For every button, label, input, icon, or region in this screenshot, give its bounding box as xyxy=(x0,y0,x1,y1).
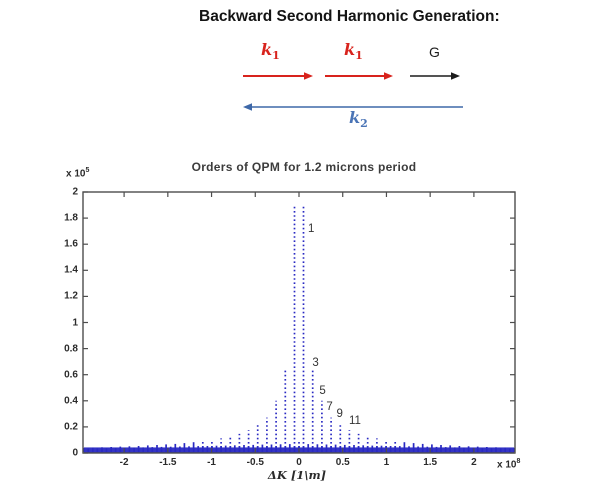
k1-second-label: k1 xyxy=(344,40,363,62)
x-tick-label: 0 xyxy=(296,457,302,468)
x-axis-multiplier: x 108 xyxy=(497,458,520,470)
k1-second-label-subscript: 1 xyxy=(355,49,363,63)
k1-first-label-subscript: 1 xyxy=(272,49,280,63)
qpm-order-label-1: 1 xyxy=(307,222,315,235)
y-tick-label: 0.2 xyxy=(64,421,78,433)
y-tick-label: 0 xyxy=(72,447,78,459)
qpm-order-label-11: 11 xyxy=(348,415,361,428)
y-tick-label: 0.4 xyxy=(64,395,78,407)
x-multiplier-mantissa: x 10 xyxy=(497,459,517,471)
k2-arrowhead-icon xyxy=(243,103,252,111)
y-axis-multiplier: x 105 xyxy=(66,167,89,179)
k2-label-subscript: 2 xyxy=(360,117,368,131)
qpm-order-label-7: 7 xyxy=(326,401,333,414)
y-tick-label: 1.8 xyxy=(64,212,78,224)
qpm-order-label-9: 9 xyxy=(336,407,343,420)
grating-vector-g-label-base: G xyxy=(429,44,440,60)
x-multiplier-exponent: 8 xyxy=(516,458,521,465)
y-tick-label: 0.6 xyxy=(64,369,78,381)
x-tick-label: -2 xyxy=(119,457,129,468)
qpm-order-label-3: 3 xyxy=(312,356,319,369)
k1-second-label-base: k xyxy=(344,40,356,59)
k2-label: k2 xyxy=(349,108,368,130)
x-tick-label: -0.5 xyxy=(246,457,264,468)
plot-title: Orders of QPM for 1.2 microns period xyxy=(191,160,417,174)
k2-label-base: k xyxy=(349,108,361,127)
y-tick-label: 1.4 xyxy=(64,264,78,276)
k1-first-arrowhead-icon xyxy=(304,72,313,80)
axes-frame xyxy=(82,191,516,454)
qpm-order-label-5: 5 xyxy=(319,385,326,397)
y-tick-label: 1.6 xyxy=(64,238,78,250)
grating-vector-g-arrowhead-icon xyxy=(451,72,460,80)
x-tick-label: -1 xyxy=(207,457,216,468)
page-title: Backward Second Harmonic Generation: xyxy=(199,8,500,25)
x-tick-label: 1 xyxy=(383,457,390,468)
k1-first-label-base: k xyxy=(261,40,273,59)
x-tick-label: 2 xyxy=(471,457,477,468)
y-tick-label: 2 xyxy=(72,186,78,198)
k1-second-arrowhead-icon xyxy=(384,72,393,80)
y-multiplier-exponent: 5 xyxy=(85,167,90,174)
grating-vector-g-label: G xyxy=(429,44,440,60)
y-multiplier-mantissa: x 10 xyxy=(66,168,86,180)
y-tick-label: 1 xyxy=(72,317,78,328)
y-tick-label: 0.8 xyxy=(64,343,78,355)
k1-first-label: k1 xyxy=(261,40,280,62)
x-tick-label: 1.5 xyxy=(423,457,438,468)
x-axis-label: ΔK [1\m] xyxy=(267,468,327,482)
y-tick-label: 1.2 xyxy=(64,290,78,302)
x-tick-label: 0.5 xyxy=(335,457,350,468)
x-tick-label: -1.5 xyxy=(159,457,177,468)
